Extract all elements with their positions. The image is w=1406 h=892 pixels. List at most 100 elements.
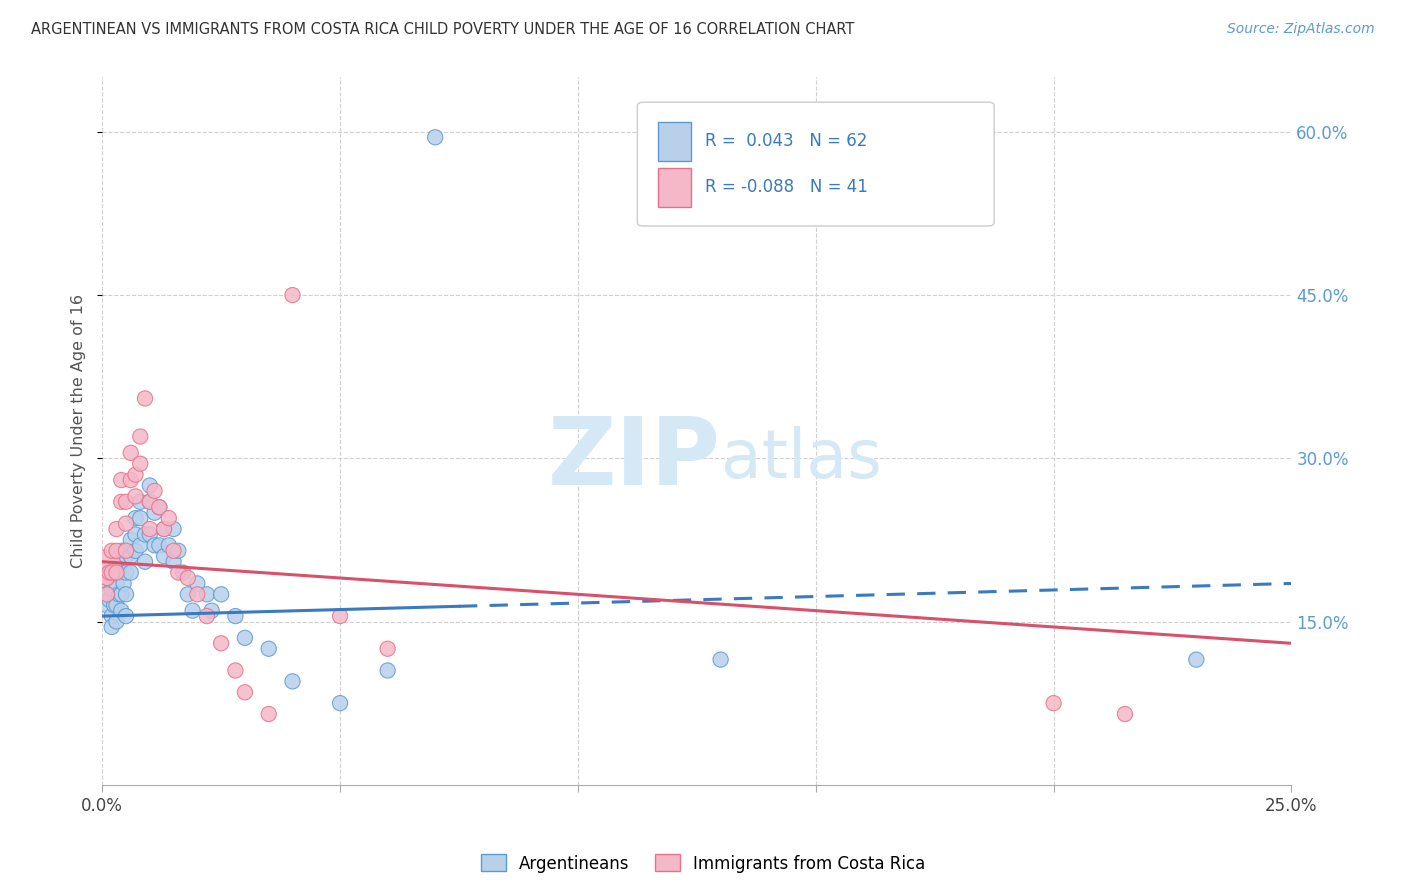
Point (96, 587, 118, 601)
Point (172, 566, 194, 580)
Point (148, 500, 170, 515)
Point (139, 527, 162, 541)
Point (329, 609, 352, 624)
Point (139, 495, 162, 509)
Text: ZIP: ZIP (548, 413, 721, 506)
Point (143, 506, 166, 520)
Point (167, 543, 190, 558)
Point (105, 543, 128, 558)
Point (257, 641, 280, 656)
FancyBboxPatch shape (658, 121, 690, 161)
Point (134, 527, 156, 541)
Point (209, 636, 232, 650)
Point (134, 555, 156, 569)
Point (110, 473, 132, 487)
Point (177, 587, 200, 601)
Point (105, 560, 128, 574)
Point (93, 560, 115, 574)
Point (377, 641, 399, 656)
Point (143, 538, 166, 552)
Y-axis label: Child Poverty Under the Age of 16: Child Poverty Under the Age of 16 (72, 294, 86, 568)
Point (110, 587, 132, 601)
Point (157, 511, 180, 525)
Point (105, 566, 128, 580)
FancyBboxPatch shape (637, 103, 994, 226)
Point (377, 664, 399, 678)
Point (115, 566, 138, 580)
Point (148, 500, 170, 515)
Point (233, 685, 256, 699)
Point (100, 620, 122, 634)
Point (98, 592, 121, 607)
Point (224, 664, 246, 678)
Point (124, 511, 146, 525)
Point (148, 538, 170, 552)
Point (153, 522, 176, 536)
Point (425, 130, 447, 145)
Text: R =  0.043   N = 62: R = 0.043 N = 62 (706, 132, 868, 150)
Point (112, 576, 135, 591)
Point (110, 495, 132, 509)
Point (139, 522, 162, 536)
Point (105, 576, 128, 591)
Point (177, 571, 200, 585)
Point (100, 566, 122, 580)
Point (129, 457, 152, 471)
Point (167, 566, 190, 580)
Point (329, 696, 352, 710)
Point (153, 549, 176, 564)
Point (143, 483, 166, 498)
Point (100, 609, 122, 624)
Point (134, 392, 156, 406)
Point (120, 446, 142, 460)
Point (120, 533, 142, 547)
Point (1185, 652, 1208, 666)
Point (120, 566, 142, 580)
Point (100, 582, 122, 596)
Text: ARGENTINEAN VS IMMIGRANTS FROM COSTA RICA CHILD POVERTY UNDER THE AGE OF 16 CORR: ARGENTINEAN VS IMMIGRANTS FROM COSTA RIC… (31, 22, 855, 37)
Text: R = -0.088   N = 41: R = -0.088 N = 41 (706, 178, 868, 196)
Point (105, 598, 128, 612)
Point (110, 543, 132, 558)
Point (120, 473, 142, 487)
Point (103, 598, 125, 612)
Point (139, 478, 162, 492)
Point (115, 587, 138, 601)
Text: atlas: atlas (721, 426, 882, 492)
Point (157, 538, 180, 552)
Legend: Argentineans, Immigrants from Costa Rica: Argentineans, Immigrants from Costa Rica (474, 847, 932, 880)
Point (108, 587, 131, 601)
Point (98, 566, 121, 580)
Point (115, 609, 138, 624)
Point (129, 495, 152, 509)
Point (100, 543, 122, 558)
Point (162, 522, 184, 536)
Point (257, 706, 280, 721)
Point (139, 495, 162, 509)
Point (124, 489, 146, 503)
Point (110, 566, 132, 580)
Point (96, 598, 118, 612)
Point (129, 429, 152, 443)
Point (129, 511, 152, 525)
Point (153, 522, 176, 536)
Point (96, 587, 118, 601)
Point (186, 587, 208, 601)
Point (186, 576, 208, 591)
Point (110, 604, 132, 618)
Point (1042, 696, 1064, 710)
Point (105, 615, 128, 629)
Point (129, 538, 152, 552)
Point (115, 543, 138, 558)
Point (233, 631, 256, 645)
Point (195, 609, 218, 624)
Point (124, 527, 146, 541)
Text: Source: ZipAtlas.com: Source: ZipAtlas.com (1227, 22, 1375, 37)
Point (162, 543, 184, 558)
Point (224, 609, 246, 624)
Point (281, 288, 304, 302)
Point (209, 587, 232, 601)
Point (96, 571, 118, 585)
Point (181, 604, 204, 618)
Point (201, 604, 224, 618)
